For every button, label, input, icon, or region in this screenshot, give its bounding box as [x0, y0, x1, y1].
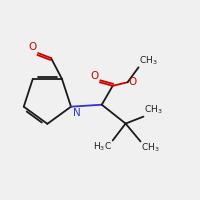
Text: N: N — [73, 108, 80, 118]
Text: O: O — [90, 71, 99, 81]
Text: O: O — [28, 42, 37, 52]
Text: O: O — [128, 77, 136, 87]
Text: CH$_3$: CH$_3$ — [139, 54, 158, 67]
Text: CH$_3$: CH$_3$ — [144, 104, 162, 116]
Text: H$_3$C: H$_3$C — [93, 141, 112, 153]
Text: CH$_3$: CH$_3$ — [141, 142, 160, 154]
